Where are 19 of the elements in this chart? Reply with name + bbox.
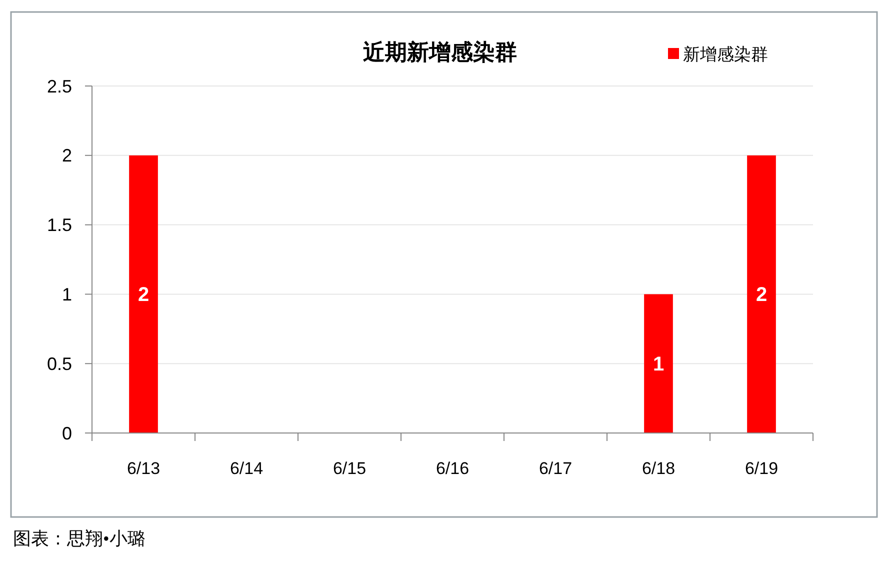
x-tick-label: 6/17 bbox=[538, 458, 572, 478]
y-tick-label: 0 bbox=[62, 423, 72, 444]
y-tick-label: 1 bbox=[62, 284, 72, 304]
data-label: 1 bbox=[652, 354, 664, 376]
chart-title: 近期新增感染群 bbox=[362, 40, 517, 65]
x-tick-label: 6/16 bbox=[436, 458, 470, 478]
data-label: 2 bbox=[138, 284, 150, 306]
legend-label: 新增感染群 bbox=[683, 44, 768, 64]
x-tick-label: 6/15 bbox=[332, 458, 366, 478]
y-tick-label: 2.5 bbox=[46, 76, 72, 96]
x-tick-label: 6/14 bbox=[230, 458, 264, 478]
y-tick-label: 2 bbox=[62, 146, 72, 166]
x-tick-label: 6/18 bbox=[642, 458, 676, 478]
y-tick-label: 1.5 bbox=[46, 215, 72, 236]
x-tick-label: 6/19 bbox=[744, 458, 778, 478]
y-tick-label: 0.5 bbox=[46, 354, 72, 374]
data-label: 2 bbox=[756, 284, 768, 306]
x-tick-label: 6/13 bbox=[126, 458, 160, 478]
text: 图表：思翔•小璐 bbox=[13, 528, 146, 548]
